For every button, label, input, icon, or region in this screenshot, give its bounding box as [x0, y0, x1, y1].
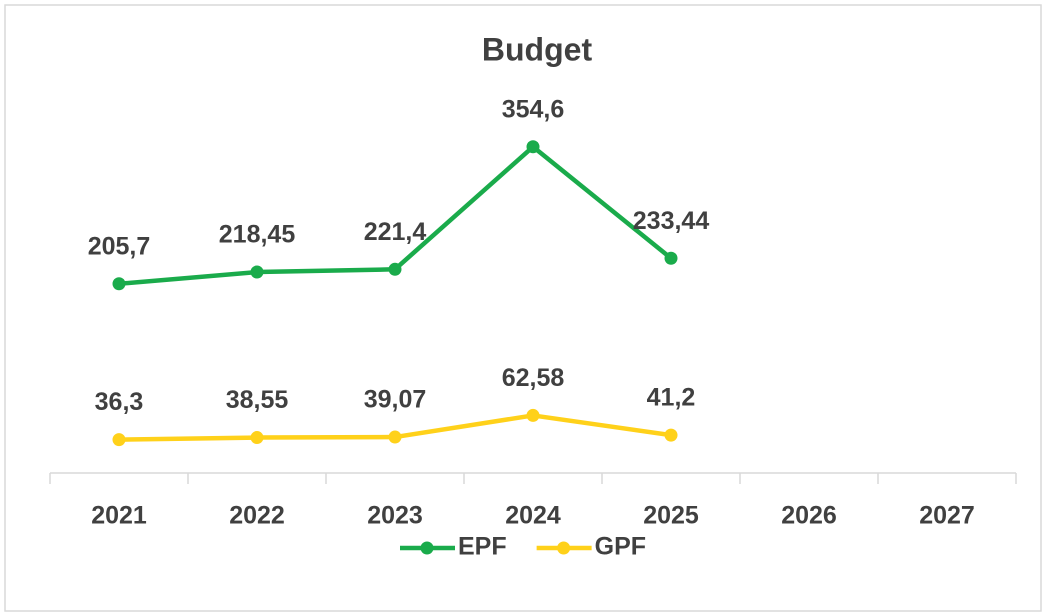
point	[664, 428, 678, 442]
data-label: 62,58	[502, 364, 565, 392]
point	[112, 277, 126, 291]
legend-label: GPF	[595, 533, 646, 561]
x-tick-label: 2023	[367, 502, 423, 530]
x-tick-label: 2027	[919, 502, 975, 530]
data-label: 39,07	[364, 386, 427, 414]
data-label: 221,4	[364, 218, 427, 246]
point	[388, 262, 402, 276]
point	[112, 433, 126, 447]
x-tick-label: 2022	[229, 502, 285, 530]
point	[526, 408, 540, 422]
point	[388, 430, 402, 444]
data-label: 38,55	[226, 386, 289, 414]
chart-border	[4, 4, 1042, 612]
point	[664, 251, 678, 265]
data-label: 36,3	[95, 388, 144, 416]
data-label: 354,6	[502, 95, 565, 123]
data-label: 233,44	[633, 207, 710, 235]
x-tick-label: 2021	[91, 502, 147, 530]
legend-marker	[557, 541, 571, 555]
x-tick-label: 2025	[643, 502, 699, 530]
data-label: 205,7	[88, 232, 151, 260]
point	[250, 431, 264, 445]
legend-label: EPF	[458, 533, 507, 561]
x-tick-label: 2024	[505, 502, 561, 530]
data-label: 218,45	[219, 221, 296, 249]
legend-marker	[420, 541, 434, 555]
point	[250, 265, 264, 279]
point	[526, 140, 540, 154]
chart-title: Budget	[482, 31, 593, 67]
x-tick-label: 2026	[781, 502, 837, 530]
data-label: 41,2	[647, 384, 696, 412]
